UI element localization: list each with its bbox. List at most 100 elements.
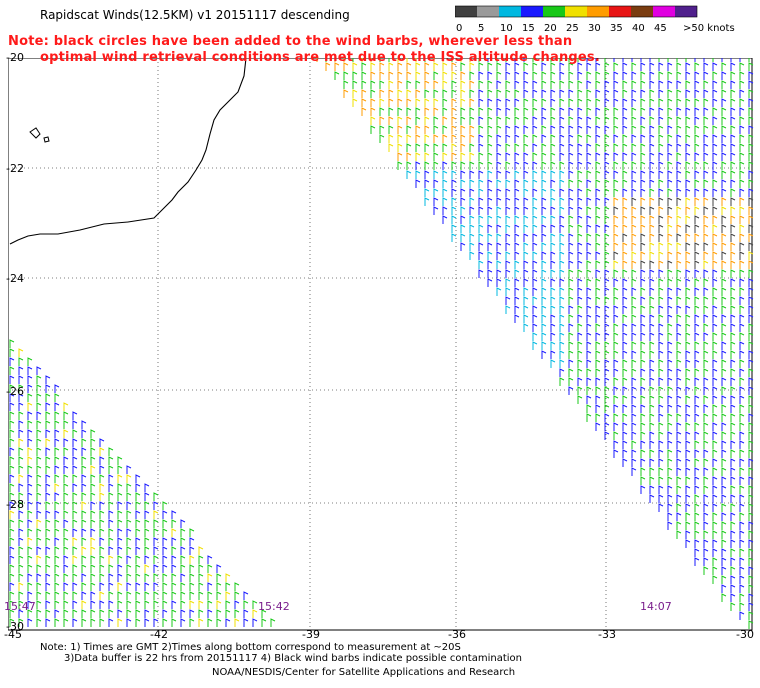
- wind-barb: [36, 600, 42, 609]
- wind-barb: [45, 456, 51, 465]
- wind-barb: [45, 375, 51, 384]
- wind-barb: [604, 188, 610, 197]
- wind-barb: [126, 483, 132, 492]
- wind-barb: [730, 485, 736, 494]
- wind-barb: [739, 611, 745, 620]
- wind-barb: [541, 260, 547, 269]
- wind-barb: [712, 332, 718, 341]
- wind-barb: [676, 305, 682, 314]
- wind-barb: [595, 161, 601, 170]
- wind-barb: [748, 107, 754, 116]
- wind-barb: [658, 440, 664, 449]
- wind-barb: [685, 296, 691, 305]
- wind-barb: [595, 332, 601, 341]
- wind-barb: [568, 296, 574, 305]
- wind-barb: [721, 404, 727, 413]
- wind-barb: [649, 71, 655, 80]
- wind-barb: [604, 314, 610, 323]
- wind-barb: [748, 332, 754, 341]
- wind-barb: [685, 422, 691, 431]
- wind-barb: [577, 170, 583, 179]
- wind-barb: [532, 80, 538, 89]
- wind-barb: [622, 413, 628, 422]
- wind-barb: [568, 350, 574, 359]
- wind-barb: [649, 269, 655, 278]
- wind-barb: [676, 161, 682, 170]
- wind-barb: [45, 519, 51, 528]
- wind-barb: [550, 269, 556, 278]
- wind-barb: [676, 323, 682, 332]
- wind-barb: [388, 58, 390, 62]
- wind-barb: [18, 465, 24, 474]
- wind-barb: [18, 573, 24, 582]
- wind-barb: [586, 314, 592, 323]
- wind-barb: [487, 260, 493, 269]
- pass-time-label: 15:42: [258, 600, 290, 613]
- wind-barb: [676, 278, 682, 287]
- wind-barb: [748, 512, 754, 521]
- wind-barb: [397, 62, 403, 71]
- wind-barb: [640, 71, 646, 80]
- wind-barb: [712, 80, 718, 89]
- wind-barb: [216, 600, 222, 609]
- wind-barb: [36, 591, 42, 600]
- wind-barb: [532, 215, 538, 224]
- wind-barb: [613, 233, 619, 242]
- wind-barb: [676, 80, 682, 89]
- wind-barb: [685, 224, 691, 233]
- wind-barb: [595, 386, 601, 395]
- wind-barb: [739, 296, 745, 305]
- wind-barb: [90, 474, 96, 483]
- wind-barb: [180, 537, 186, 546]
- wind-barb: [685, 323, 691, 332]
- wind-barb: [568, 242, 574, 251]
- wind-barb: [622, 350, 628, 359]
- wind-barb: [649, 80, 655, 89]
- wind-barb: [81, 438, 87, 447]
- wind-barb: [379, 62, 385, 71]
- wind-barb: [577, 314, 583, 323]
- wind-barb: [505, 269, 511, 278]
- wind-barb: [496, 179, 502, 188]
- wind-barb: [640, 422, 646, 431]
- wind-barb: [694, 341, 700, 350]
- wind-barb: [730, 557, 736, 566]
- wind-barb: [135, 582, 141, 591]
- wind-barb: [144, 582, 150, 591]
- wind-barb: [469, 71, 475, 80]
- wind-barb: [424, 134, 430, 143]
- wind-barb: [135, 546, 141, 555]
- wind-barb: [496, 107, 502, 116]
- wind-barb: [532, 224, 538, 233]
- wind-barb: [748, 206, 754, 215]
- wind-barb: [442, 107, 448, 116]
- wind-barb: [45, 591, 51, 600]
- wind-barb: [577, 206, 583, 215]
- wind-barb: [604, 422, 610, 431]
- wind-barb: [99, 546, 105, 555]
- wind-barb: [514, 116, 520, 125]
- wind-barb: [685, 260, 691, 269]
- wind-barb: [27, 357, 33, 366]
- wind-barb: [730, 404, 736, 413]
- wind-barb: [631, 287, 637, 296]
- wind-barb: [126, 555, 132, 564]
- wind-barb: [676, 467, 682, 476]
- wind-barb: [739, 512, 745, 521]
- wind-barb: [478, 242, 484, 251]
- wind-barb: [9, 555, 15, 564]
- wind-barb: [117, 573, 123, 582]
- wind-barb: [81, 447, 87, 456]
- wind-barb: [54, 465, 60, 474]
- wind-barb: [613, 242, 619, 251]
- wind-barb: [721, 251, 727, 260]
- wind-barb: [712, 233, 718, 242]
- wind-barb: [361, 80, 367, 89]
- wind-barb: [739, 431, 745, 440]
- wind-barb: [694, 152, 700, 161]
- wind-barb: [685, 125, 691, 134]
- wind-barb: [712, 476, 718, 485]
- wind-barb: [496, 224, 502, 233]
- wind-barb: [45, 465, 51, 474]
- wind-barb: [721, 332, 727, 341]
